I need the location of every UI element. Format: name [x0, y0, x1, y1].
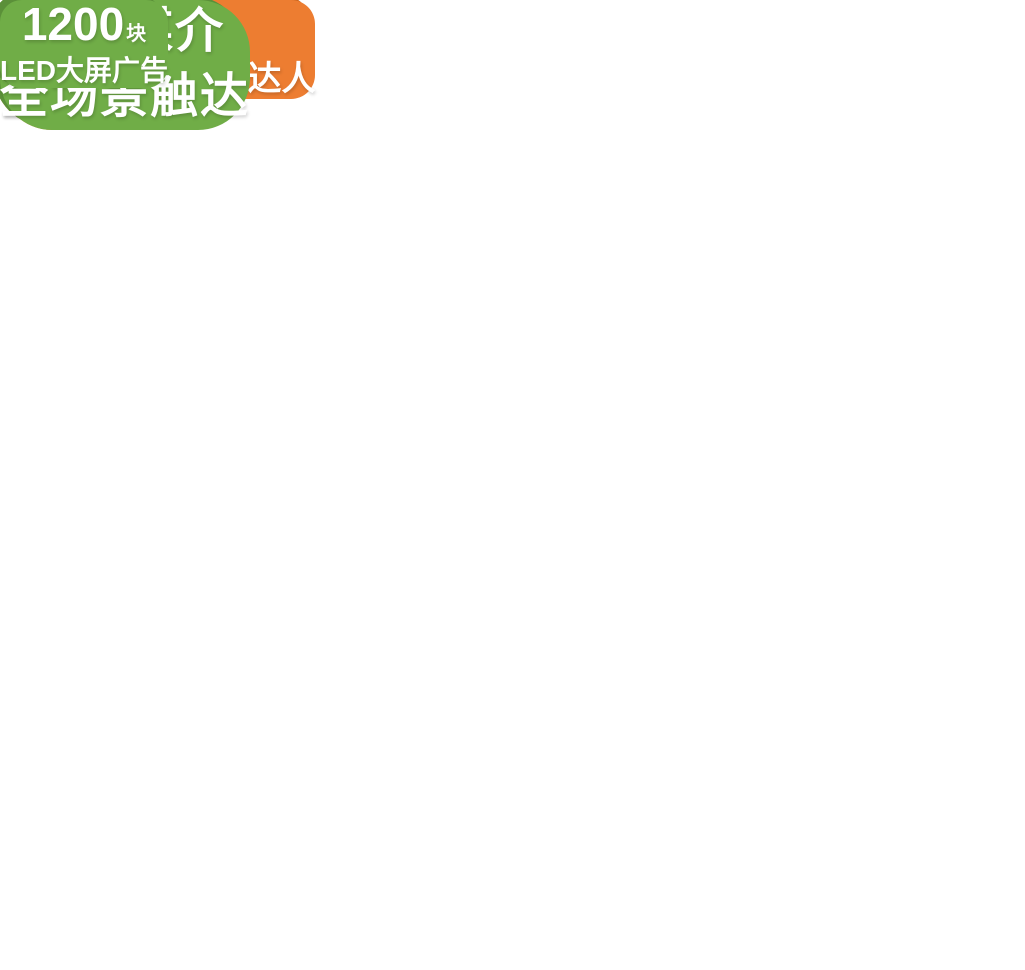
- led-screen-ad-number: 1200: [21, 0, 125, 50]
- led-screen-ad-unit: 块: [126, 23, 147, 45]
- led-screen-ad-stat-card: 1200 块 LED大屏广告: [0, 0, 169, 88]
- led-screen-ad-stat-line: 1200 块: [22, 0, 146, 48]
- led-screen-ad-label: LED大屏广告: [0, 55, 169, 87]
